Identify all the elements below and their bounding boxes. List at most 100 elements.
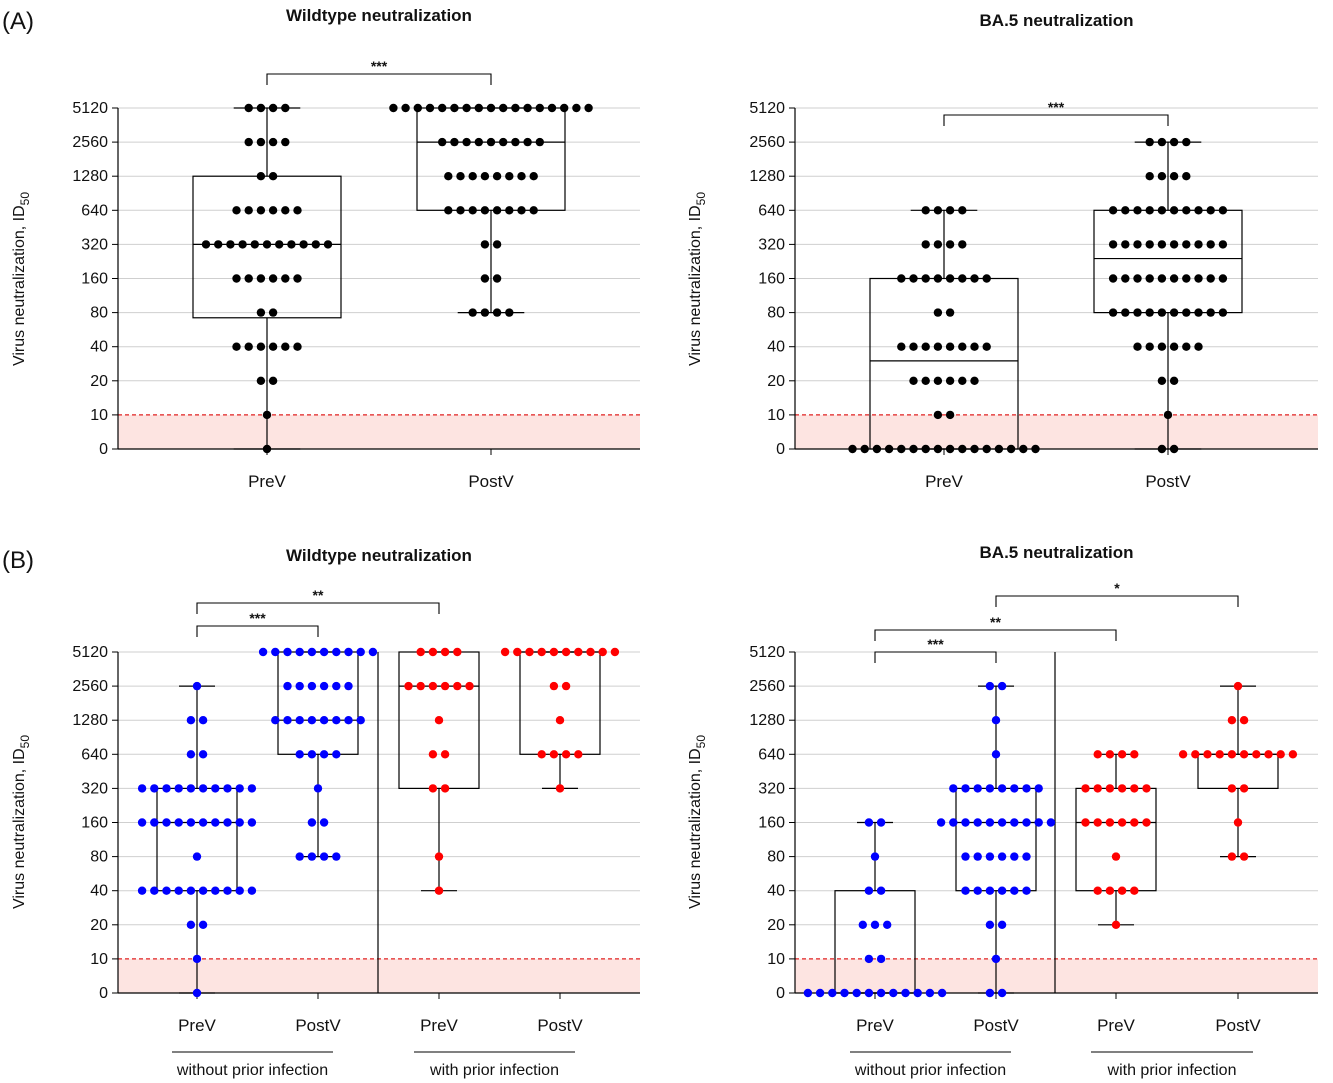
data-point (1133, 240, 1142, 249)
box-iqr (398, 651, 480, 789)
data-point (1022, 852, 1031, 861)
data-point (933, 308, 943, 317)
significance-label: *** (371, 58, 388, 74)
y-tick-label: 160 (81, 271, 108, 288)
data-point (997, 988, 1007, 998)
data-point (991, 954, 1001, 964)
y-tick-label: 160 (758, 271, 785, 288)
data-point (211, 886, 220, 895)
data-point (453, 681, 462, 691)
data-point (1010, 886, 1019, 895)
data-point (921, 376, 930, 385)
data-point (250, 240, 259, 249)
data-point (1194, 206, 1203, 215)
data-point (936, 818, 946, 827)
data-point (256, 342, 266, 351)
data-point (973, 784, 982, 793)
data-point (921, 274, 930, 283)
data-point (214, 240, 223, 249)
data-point (1019, 444, 1028, 454)
data-point (150, 818, 159, 827)
category-label: PostV (973, 1016, 1019, 1035)
data-point (313, 784, 323, 793)
data-point (985, 852, 995, 861)
data-point (1121, 308, 1130, 317)
data-point (933, 342, 943, 351)
data-point (465, 681, 474, 691)
data-point (913, 988, 922, 998)
data-point (529, 172, 538, 181)
data-point (295, 647, 304, 657)
y-tick-label: 0 (776, 441, 785, 458)
data-point (840, 988, 849, 998)
data-point (933, 444, 943, 454)
threshold-band (118, 414, 640, 449)
y-tick-label: 1280 (72, 168, 108, 185)
data-point (1145, 172, 1154, 181)
data-point (1218, 274, 1228, 283)
data-point (162, 784, 171, 793)
data-point (238, 240, 247, 249)
data-point (268, 274, 278, 283)
data-point (1022, 886, 1031, 895)
data-point (198, 886, 208, 895)
data-point (283, 716, 292, 725)
data-point (555, 716, 565, 725)
significance-bracket (196, 625, 319, 637)
data-point (1157, 274, 1167, 283)
data-point (293, 274, 302, 283)
y-axis-label: Virus neutralization, ID50 (687, 735, 708, 909)
group-label: with prior infection (429, 1062, 559, 1079)
y-tick-label: 160 (81, 815, 108, 832)
y-tick-label: 640 (758, 202, 785, 219)
data-point (933, 274, 943, 283)
data-point (1142, 818, 1151, 827)
data-point (198, 920, 208, 929)
y-tick-label: 10 (90, 407, 108, 424)
data-point (438, 137, 447, 147)
data-point (860, 444, 869, 454)
data-point (1093, 750, 1102, 759)
data-point (870, 920, 880, 929)
data-point (560, 103, 569, 113)
data-point (440, 681, 450, 691)
data-point (235, 818, 244, 827)
data-point (268, 342, 278, 351)
data-point (958, 240, 967, 249)
data-point (1194, 308, 1203, 317)
y-tick-label: 40 (90, 339, 108, 356)
data-point (864, 818, 874, 827)
y-tick-label: 0 (776, 985, 785, 1002)
data-point (1157, 376, 1167, 385)
data-point (453, 647, 462, 657)
data-point (150, 784, 159, 793)
data-point (1157, 308, 1167, 317)
significance-bracket (943, 114, 1169, 126)
data-point (1169, 274, 1179, 283)
y-tick-label: 40 (767, 339, 785, 356)
data-point (1169, 308, 1179, 317)
data-point (389, 103, 398, 113)
data-point (537, 750, 546, 759)
chart-panel-1: 0 10 20 40 80 160 320 640 1280 2560 5120 BA.5 neutr… (687, 11, 1318, 491)
data-point (1239, 716, 1249, 725)
data-point (933, 376, 943, 385)
data-point (870, 852, 880, 861)
data-point (909, 376, 918, 385)
data-point (1133, 274, 1142, 283)
data-point (311, 240, 320, 249)
chart-title: BA.5 neutralization (980, 11, 1134, 30)
y-axis-label: Virus neutralization, ID50 (687, 192, 708, 366)
data-point (876, 886, 886, 895)
data-point (958, 274, 967, 283)
data-point (226, 240, 235, 249)
category-label: PreV (925, 472, 963, 491)
box-iqr (1075, 787, 1157, 892)
y-tick-label: 10 (767, 951, 785, 968)
data-point (933, 206, 943, 215)
data-point (271, 716, 280, 725)
data-point (1105, 818, 1115, 827)
data-point (281, 137, 290, 147)
data-point (174, 818, 183, 827)
panel-label-a: (A) (2, 8, 34, 35)
